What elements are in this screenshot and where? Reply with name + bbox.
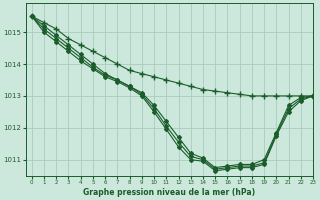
X-axis label: Graphe pression niveau de la mer (hPa): Graphe pression niveau de la mer (hPa) bbox=[83, 188, 255, 197]
